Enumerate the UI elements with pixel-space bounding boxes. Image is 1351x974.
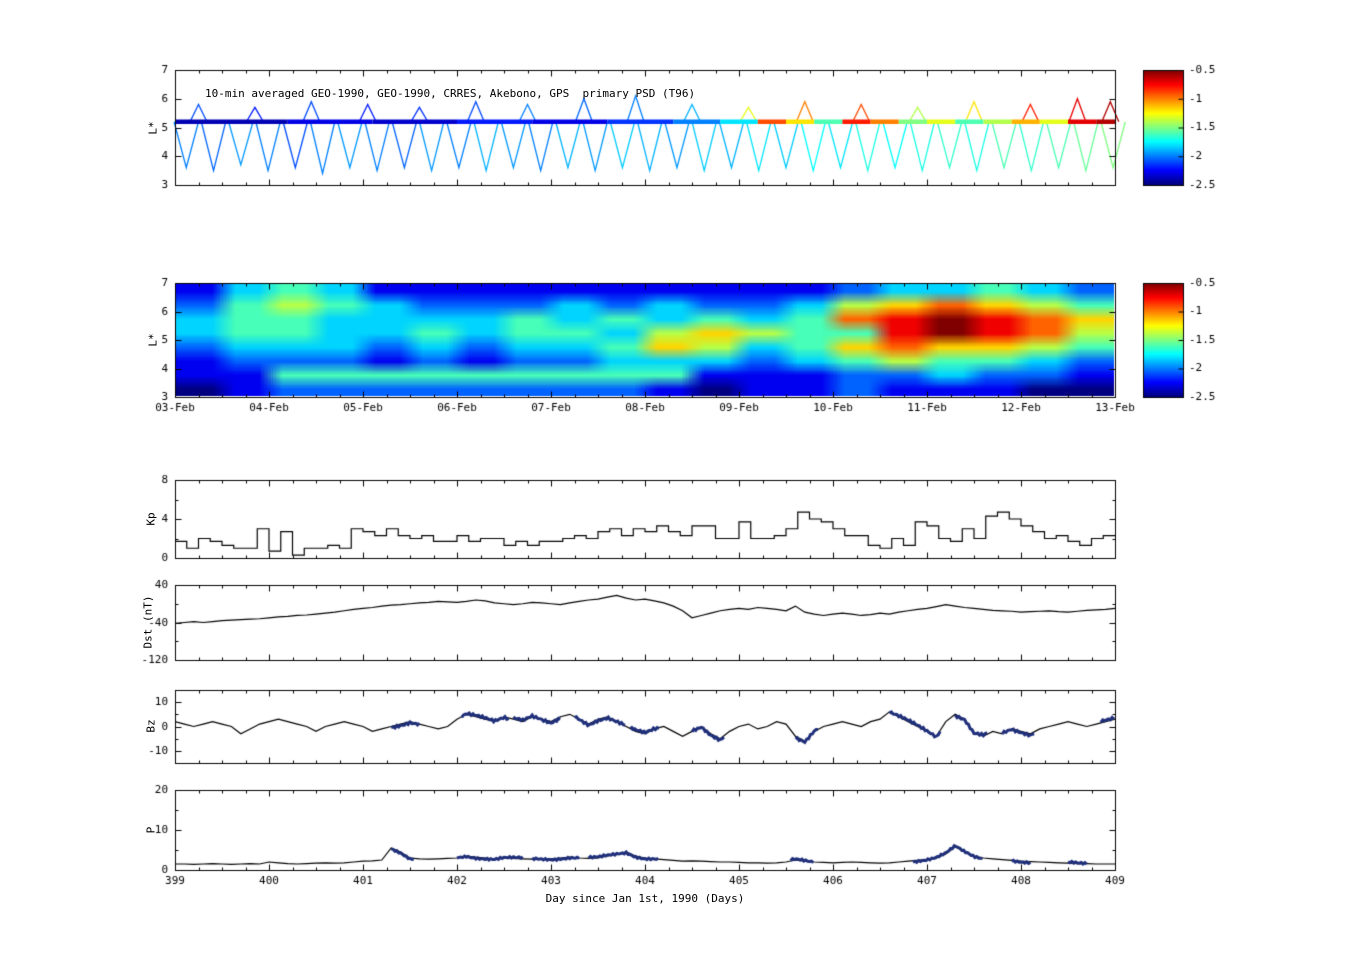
kp-ylabel: Kp: [144, 512, 158, 526]
x-axis-label: Day since Jan 1st, 1990 (Days): [545, 892, 745, 905]
panel1-ylabel: L*: [146, 121, 160, 135]
panel2-ylabel: L*: [146, 333, 160, 347]
bz-ylabel: Bz: [144, 719, 158, 733]
dst-ylabel: Dst (nT): [141, 595, 155, 649]
panel1-title: 10-min averaged GEO-1990, GEO-1990, CRRE…: [205, 87, 696, 100]
p-ylabel: P: [144, 826, 158, 834]
